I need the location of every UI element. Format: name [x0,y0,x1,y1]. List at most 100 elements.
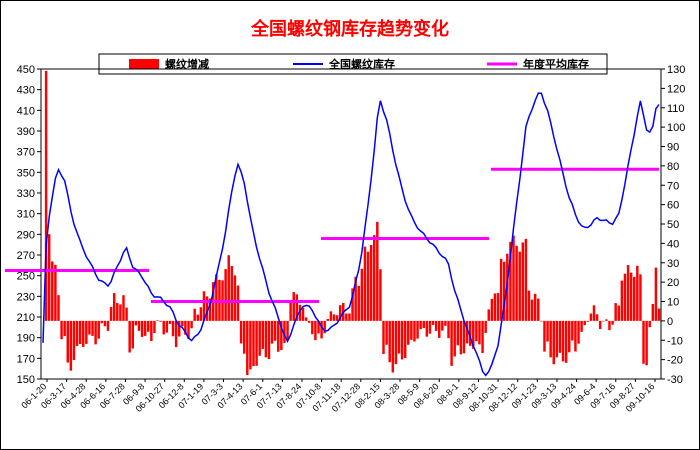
change-bar [280,320,283,350]
change-bar [481,320,484,353]
change-bar [187,320,190,339]
change-bar [354,276,357,321]
change-bar [215,274,218,321]
right-axis-tick-label: -10 [667,335,683,347]
change-bar [106,320,110,331]
change-bar [496,293,500,321]
change-bar [159,320,162,322]
change-bar [533,293,537,321]
left-axis-tick-label: 310 [17,209,35,221]
change-bar [611,320,614,325]
change-bar [140,320,144,337]
change-bar [595,314,599,321]
change-bar [614,303,617,321]
right-axis-tick-label: 120 [667,83,685,95]
change-bar [193,308,196,321]
change-bar [60,320,63,340]
left-axis-tick-label: 190 [17,333,35,345]
change-bar [509,241,512,321]
change-bar [382,320,385,354]
change-bar [51,261,54,321]
change-bar [586,320,590,322]
change-bar [69,320,73,371]
change-bar [134,320,138,326]
change-bar [524,238,528,321]
change-bar [512,235,515,321]
change-bar [311,320,314,335]
change-bar [314,320,317,341]
right-axis-tick-label: 80 [667,161,679,173]
legend-label: 全国螺纹库存 [328,57,395,71]
change-bar [168,320,172,324]
change-bar [549,320,552,358]
change-bar [298,304,302,321]
left-axis-tick-label: 450 [17,64,35,76]
change-bar [72,320,76,361]
change-bar [490,298,494,321]
change-bar [629,272,633,321]
change-bar [379,269,382,321]
change-bar [345,313,348,321]
change-bar [264,320,268,358]
change-bar [301,307,305,321]
change-bar [236,285,240,321]
change-bar [518,251,521,321]
change-bar [456,320,460,346]
change-bar [552,320,555,365]
change-bar [208,298,212,321]
change-bar [304,317,308,321]
change-bar [205,296,209,321]
change-bar [119,304,122,321]
change-bar [450,320,453,366]
change-bar [530,299,534,321]
change-bar [468,320,472,346]
change-bar [540,320,543,322]
change-bar [307,320,311,323]
change-bar [410,320,413,340]
change-bar [478,320,481,345]
change-bar [546,320,549,342]
change-bar [555,320,559,358]
left-axis-tick-label: 170 [17,353,35,365]
change-bar [286,320,289,340]
change-bar [376,221,379,321]
change-bar [561,320,565,362]
change-bar [147,320,150,332]
change-bar [292,292,295,321]
change-bar [184,320,187,335]
change-bar [459,320,463,355]
change-bar [633,276,636,321]
change-bar [648,320,651,328]
change-bar [258,320,261,356]
legend-label: 年度平均库存 [523,57,589,71]
change-bar [233,275,237,321]
change-bar [82,320,85,347]
right-axis-tick-label: -30 [667,374,683,386]
change-bar [434,320,438,331]
change-bar [391,320,395,373]
change-bar [78,320,82,344]
change-bar [255,320,258,366]
change-bar [388,320,391,363]
change-bar [537,298,540,321]
right-axis-tick-label: 130 [667,64,685,76]
change-bar [326,318,330,321]
change-bar [571,320,574,341]
change-bar [543,320,546,352]
change-bar [642,320,645,364]
change-bar [645,320,648,366]
change-bar [289,301,292,321]
change-bar [44,70,48,321]
change-bar [385,320,388,345]
right-axis-tick-label: 40 [667,238,679,250]
change-bar [329,311,333,321]
change-bar [447,320,450,339]
left-axis-tick-label: 150 [17,374,35,386]
change-bar [639,274,642,321]
change-bar [583,320,586,326]
change-bar [502,261,506,321]
change-bar [577,320,580,344]
change-bar [295,294,299,321]
right-axis-tick-label: 10 [667,297,679,309]
